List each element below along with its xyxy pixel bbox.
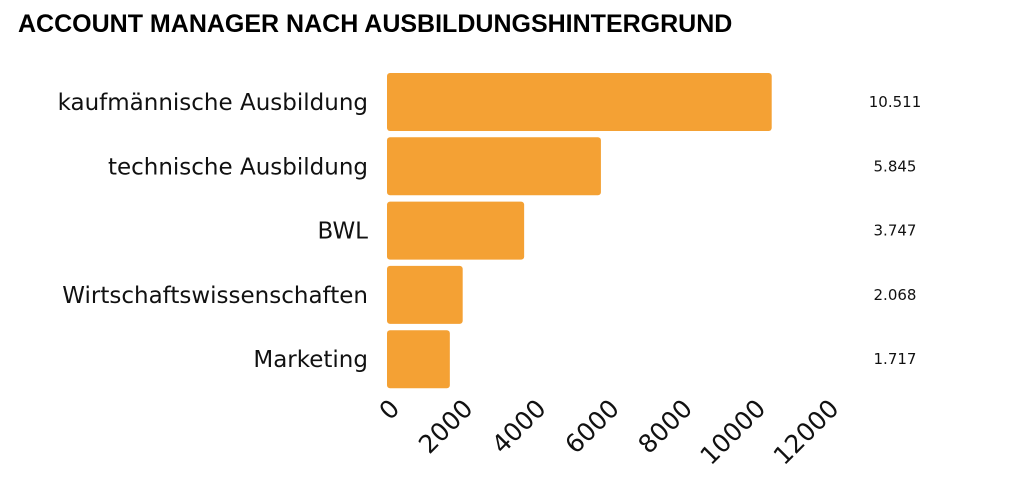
bar-3 <box>387 265 463 324</box>
category-label: BWL <box>317 219 368 245</box>
value-label: 1.717 <box>874 350 917 368</box>
x-tick-label: 10000 <box>694 394 771 471</box>
bar-1 <box>387 137 601 196</box>
x-tick-label: 12000 <box>768 394 845 471</box>
bars-group <box>387 73 772 389</box>
value-label: 2.068 <box>874 286 917 304</box>
value-labels: 10.511 5.845 3.747 2.068 1.717 <box>869 93 922 368</box>
value-label: 10.511 <box>869 93 922 111</box>
x-tick-label: 4000 <box>486 394 551 459</box>
value-label: 3.747 <box>874 222 917 240</box>
x-tick-label: 0 <box>373 394 405 426</box>
chart-title: ACCOUNT MANAGER NACH AUSBILDUNGSHINTERGR… <box>18 10 733 38</box>
bar-0 <box>387 73 772 131</box>
value-label: 5.845 <box>874 157 917 175</box>
category-label: kaufmännische Ausbildung <box>58 90 368 116</box>
category-label: Marketing <box>253 347 368 373</box>
x-tick-label: 2000 <box>413 394 478 459</box>
x-tick-label: 6000 <box>559 394 624 459</box>
bar-4 <box>387 330 450 389</box>
category-label: Wirtschaftswissenschaften <box>62 283 368 309</box>
x-tick-label: 8000 <box>633 394 698 459</box>
bar-2 <box>387 201 525 260</box>
category-label: technische Ausbildung <box>108 154 368 180</box>
category-labels: kaufmännische Ausbildung technische Ausbi… <box>58 90 369 373</box>
